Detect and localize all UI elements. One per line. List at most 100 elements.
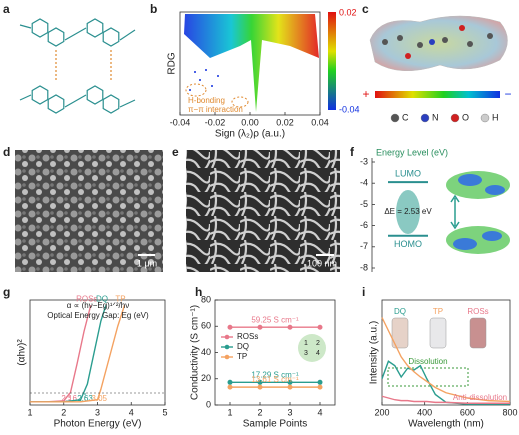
annotation: 59.25 S cm⁻¹: [251, 315, 299, 324]
series-label: DQ: [96, 294, 108, 303]
panel-label: e: [172, 145, 179, 159]
legend-label: ROSs: [237, 332, 258, 341]
y-axis-label: RDG: [167, 52, 178, 74]
panel-label: c: [362, 2, 369, 16]
x-tick-label: 2: [61, 407, 66, 417]
inset-label: 1: [304, 340, 308, 347]
level-name: LUMO: [395, 169, 421, 179]
annotation: 13.61 S cm⁻¹: [251, 375, 299, 384]
x-tick-label: -0.02: [205, 117, 226, 127]
x-axis-label: Sign (λ₂)ρ (a.u.): [215, 129, 285, 140]
atom-swatch: [480, 113, 490, 123]
point: [287, 379, 293, 385]
x-axis-label: Photon Energy (eV): [54, 419, 142, 430]
x-tick-label: 1: [227, 407, 232, 417]
rdg-scatter: [184, 12, 336, 112]
x-tick-label: 0.02: [276, 117, 294, 127]
annotation: Anti-dissolution: [453, 393, 507, 402]
vial: [391, 317, 409, 349]
atom-label: H: [492, 112, 499, 122]
y-tick-label: 20: [201, 373, 211, 383]
atom-label: C: [402, 112, 409, 122]
annotation: π−π interaction: [188, 105, 243, 114]
x-tick-label: 0.04: [311, 117, 329, 127]
y-tick-label: -3: [360, 156, 368, 166]
legend-swatch: [224, 334, 230, 340]
highlight-box: [387, 367, 469, 387]
x-axis-label: Wavelength (nm): [408, 419, 484, 430]
point: [227, 324, 233, 330]
sem-image: [186, 150, 340, 272]
scale-sign: +: [362, 87, 369, 101]
point: [287, 384, 293, 390]
scale-sign: −: [504, 87, 511, 101]
panel-label: g: [3, 285, 10, 299]
panel-label: d: [3, 145, 10, 159]
x-tick-label: 4: [129, 407, 134, 417]
point: [287, 324, 293, 330]
series-label: ROSs: [76, 294, 97, 303]
ring: [86, 18, 104, 38]
legend-label: TP: [237, 352, 247, 361]
esp-map: [369, 15, 508, 98]
atom-swatch: [390, 113, 400, 123]
ring: [86, 85, 104, 105]
panel-label: f: [350, 145, 355, 159]
gap-label: 2.16: [61, 394, 77, 403]
annotation: Dissolution: [408, 357, 447, 366]
vial-label: ROSs: [467, 307, 488, 316]
bond: [19, 24, 136, 108]
series-line: [381, 317, 511, 403]
annotation: 17.29 S cm⁻¹: [251, 370, 299, 379]
atom-label: O: [462, 112, 469, 122]
scale-label: 1 μm: [137, 258, 157, 268]
series-line: [381, 360, 510, 405]
y-axis-label: Intensity (a.u.): [369, 321, 380, 384]
point: [317, 379, 323, 385]
h-bond: [55, 50, 112, 82]
y-tick-label: -4: [360, 178, 368, 188]
colorbar: [328, 12, 336, 110]
colorbar-label: 0.02: [339, 7, 357, 17]
series-line: [381, 395, 510, 404]
legend-label: DQ: [237, 342, 249, 351]
vial-label: TP: [433, 307, 443, 316]
x-tick-label: 1: [27, 407, 32, 417]
inset-label: 3: [304, 350, 308, 357]
atom-swatch: [450, 113, 460, 123]
x-tick-label: 2: [257, 407, 262, 417]
series-label: TP: [115, 294, 125, 303]
plot-frame: [381, 299, 511, 406]
y-tick-label: -6: [360, 220, 368, 230]
annotation: H-bonding: [188, 96, 225, 105]
x-tick-label: 0.00: [241, 117, 259, 127]
x-tick-label: 4: [317, 407, 322, 417]
ring: [31, 18, 49, 38]
sem-image: [15, 150, 163, 272]
x-tick-label: 800: [502, 407, 517, 417]
x-tick-label: -0.04: [170, 117, 191, 127]
y-axis-label: Energy Level (eV): [376, 147, 448, 157]
gap-ellipse: [396, 190, 420, 234]
y-tick-label: -7: [360, 241, 368, 251]
x-axis-label: Sample Points: [243, 419, 307, 430]
point: [227, 384, 233, 390]
panel-label: h: [195, 285, 202, 299]
x-tick-label: 600: [460, 407, 475, 417]
vial-label: DQ: [394, 307, 406, 316]
ring: [102, 27, 120, 47]
point: [317, 384, 323, 390]
panel-label: b: [150, 2, 157, 16]
gap-label: 2.63: [77, 394, 93, 403]
y-tick-label: -5: [360, 199, 368, 209]
x-tick-label: 400: [417, 407, 432, 417]
point: [227, 379, 233, 385]
y-tick-label: 0: [206, 399, 211, 409]
panel-label: a: [3, 2, 10, 16]
legend-swatch: [224, 354, 230, 360]
inset-label: 4: [316, 350, 320, 357]
colorbar-label: -0.04: [339, 104, 360, 114]
y-axis-label: (αhν)²: [17, 339, 28, 366]
ring: [31, 85, 49, 105]
